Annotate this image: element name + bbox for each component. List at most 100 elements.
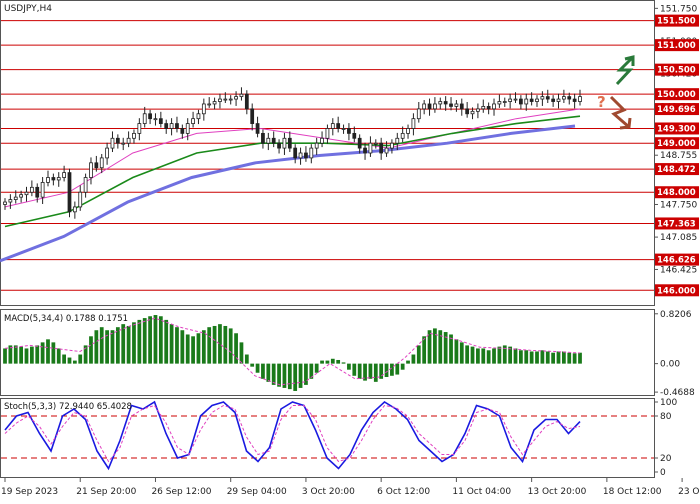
macd-bar [406, 360, 410, 364]
macd-bar [481, 348, 486, 364]
macd-bar [153, 315, 158, 364]
candle-body [271, 137, 276, 144]
candle-body [363, 147, 367, 154]
candle-body [341, 128, 346, 130]
macd-axis: 0.8206 0.00 -0.4688 [654, 310, 695, 398]
macd-bar [465, 345, 470, 364]
candle-body [433, 103, 437, 110]
candle-body [325, 128, 330, 139]
candle-body [207, 103, 212, 106]
candle-body [459, 103, 464, 110]
candle-body [406, 128, 410, 134]
macd-bar [255, 363, 260, 373]
candle-body [379, 142, 384, 154]
macd-bar [8, 345, 13, 364]
time-axis-label: 6 Oct 12:00 [377, 487, 430, 497]
candle-body [551, 98, 556, 102]
candle-body [78, 191, 83, 208]
macd-bar [508, 346, 513, 364]
macd-bar [121, 324, 126, 364]
stoch-axis-label: 80 [660, 412, 672, 422]
candle-body [158, 118, 163, 124]
candle-body [201, 103, 206, 115]
candle-body [121, 142, 126, 145]
candle-body [67, 172, 72, 213]
macd-axis-label: -0.4688 [660, 388, 695, 398]
macd-bar [3, 348, 7, 364]
macd-bar [390, 363, 394, 376]
macd-bar [293, 363, 298, 391]
candle-body [83, 177, 88, 193]
macd-bar [336, 359, 341, 364]
macd-bar [357, 363, 362, 379]
time-axis-label: 29 Sep 04:00 [227, 487, 287, 497]
macd-bar [78, 354, 83, 364]
candle-body [449, 103, 453, 107]
candle-body [465, 108, 470, 115]
candle-body [347, 128, 351, 134]
candle-body [40, 182, 45, 198]
macd-bar [433, 328, 437, 364]
macd-panel-frame [0, 309, 655, 396]
price-level-tag-label: 150.000 [657, 90, 696, 100]
price-axis: 151.750151.080150.420149.753148.755147.7… [654, 4, 699, 297]
macd-bar [486, 350, 491, 364]
candle-body [266, 137, 271, 144]
candle-body [438, 101, 443, 105]
macd-bar [13, 345, 18, 364]
macd-bar [363, 363, 367, 381]
candle-body [535, 98, 539, 102]
macd-bar [347, 363, 351, 370]
time-axis: 19 Sep 2023 21 Sep 20:00 26 Sep 12:00 29 Se… [1, 478, 700, 497]
macd-bar [314, 363, 319, 373]
candle-body [142, 113, 147, 124]
candle-body [8, 199, 13, 203]
macd-bar [56, 348, 61, 364]
macd-bar [234, 333, 238, 364]
candle-body [454, 103, 459, 107]
macd-bar [29, 346, 34, 364]
candle-body [218, 98, 222, 102]
stoch-axis-label: 20 [660, 454, 672, 464]
candle-body [545, 96, 550, 100]
candle-body [470, 110, 475, 115]
macd-bar [411, 354, 416, 364]
candle-body [572, 98, 577, 102]
price-level-tag [655, 88, 699, 101]
macd-bar [416, 345, 421, 364]
macd-bar [223, 325, 228, 364]
price-axis-label: 147.085 [660, 233, 697, 243]
candle-body [19, 194, 23, 198]
macd-bar [105, 330, 109, 364]
macd-bar [271, 363, 276, 385]
candle-body [422, 103, 427, 110]
macd-bar [502, 345, 507, 364]
macd-bar [551, 352, 556, 364]
candlesticks [3, 87, 582, 219]
candle-body [3, 201, 7, 205]
stoch-line-signal [4, 404, 581, 463]
candle-body [72, 206, 77, 213]
price-level-tag [655, 186, 699, 199]
candle-body [99, 157, 104, 169]
candle-body [519, 98, 523, 105]
stoch-axis-label: 0 [660, 468, 666, 478]
price-level-tag [655, 39, 699, 52]
candle-body [250, 108, 255, 124]
time-axis-label: 21 Sep 20:00 [76, 487, 136, 497]
candle-body [373, 142, 378, 145]
time-axis-label: 18 Oct 12:00 [603, 487, 662, 497]
macd-bar [46, 339, 50, 364]
macd-bar [89, 336, 93, 364]
macd-bar [497, 346, 502, 364]
candle-body [35, 186, 40, 198]
candle-body [578, 96, 582, 102]
macd-bar [62, 354, 66, 364]
macd-bar [244, 354, 249, 364]
stoch-axis: 100 80 20 0 [654, 398, 677, 478]
macd-bar [341, 362, 346, 364]
time-axis-label: 23 Oct 04:00 [678, 487, 700, 497]
candle-body [330, 123, 335, 129]
